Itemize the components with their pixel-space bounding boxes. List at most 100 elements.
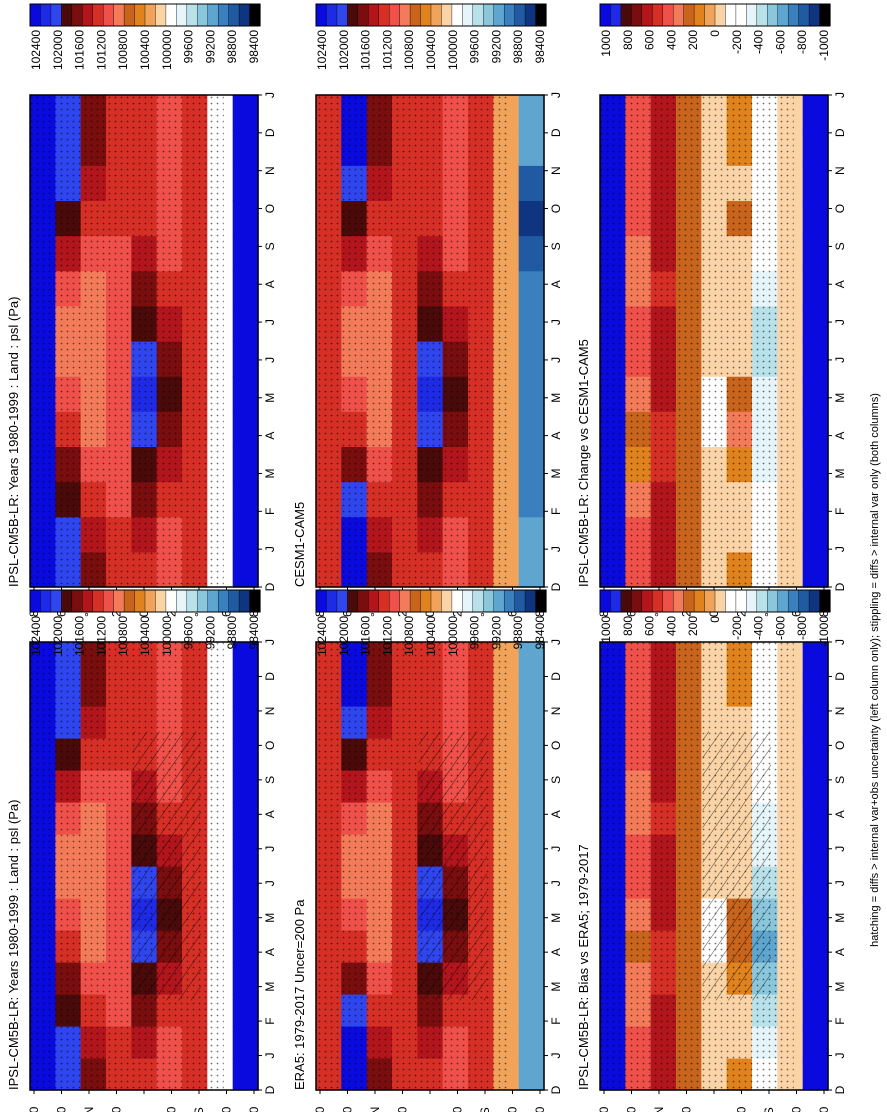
colorbar-tick-label: 101600: [73, 616, 87, 656]
colorbar-swatch: [82, 3, 94, 27]
x-tick-label: M: [833, 982, 847, 992]
x-tick-label: J: [833, 92, 847, 98]
colorbar-swatch: [420, 589, 432, 613]
colorbar-swatch: [767, 3, 779, 27]
colorbar-swatch: [315, 589, 328, 613]
y-tick-label: °S: [762, 1107, 776, 1112]
heatmap-cell: [232, 551, 259, 588]
chart-panel: IPSL-CM5B-LR: Change vs CESM1-CAM5 D J F M A M…: [576, 92, 847, 617]
colorbar-swatch: [735, 3, 747, 27]
colorbar-swatch: [430, 589, 443, 613]
chart-panel: IPSL-CM5B-LR: Bias vs ERA5; 1979-2017 D J F…: [576, 639, 847, 1112]
colorbar-tick-label: -1000: [817, 30, 831, 61]
colorbar-tick-label: 100000: [446, 30, 460, 70]
colorbar-frame: [315, 589, 547, 613]
colorbar-swatch: [472, 589, 484, 613]
colorbar-tick-label: 101600: [359, 616, 373, 656]
colorbar-swatch: [631, 589, 643, 613]
x-tick-label: S: [263, 242, 277, 250]
colorbar-tick-label: 400: [664, 30, 678, 50]
colorbar-tick-label: 102000: [51, 616, 65, 656]
colorbar-swatch: [483, 3, 495, 27]
colorbar-tick-label: 99600: [182, 30, 196, 64]
x-tick-label: D: [549, 1085, 563, 1094]
colorbar-swatch: [186, 589, 198, 613]
x-tick-label: A: [549, 432, 563, 440]
x-tick-label: J: [549, 639, 563, 645]
x-tick-label: M: [549, 913, 563, 923]
y-tick-label: 80: [533, 1106, 547, 1112]
colorbar-swatch: [693, 589, 706, 613]
heatmap-cell: [518, 376, 545, 412]
colorbar-tick-label: -400: [752, 30, 766, 54]
colorbar: 1000 800 600 400 200 0 -200 -400 -600 -800 -1000: [599, 3, 831, 61]
colorbar-swatch: [503, 589, 516, 613]
y-tick-label: 80: [817, 1106, 831, 1112]
colorbar-tick-label: 102400: [29, 30, 43, 70]
colorbar-swatch: [672, 589, 685, 613]
colorbar-swatch: [462, 3, 474, 27]
colorbar-tick-label: -600: [773, 616, 787, 640]
x-tick-label: J: [833, 319, 847, 325]
y-tick-label: °N: [652, 1107, 666, 1112]
colorbar-swatch: [92, 3, 104, 27]
colorbar-tick-label: 102000: [337, 616, 351, 656]
colorbar-swatch: [441, 589, 453, 613]
colorbar-tick-label: 1000: [599, 30, 613, 57]
colorbar-swatch: [756, 3, 768, 27]
x-tick-label: F: [549, 508, 563, 515]
y-tick-label: 60: [220, 1106, 234, 1112]
colorbar-frame: [29, 3, 261, 27]
colorbar-tick-label: 102000: [51, 30, 65, 70]
y-tick-label: 20: [165, 1106, 179, 1112]
heatmap-cell: [518, 1026, 545, 1059]
x-tick-label: D: [263, 582, 277, 591]
colorbar-tick-label: 800: [621, 616, 635, 636]
colorbar-swatch: [462, 589, 474, 613]
heatmap-cell: [232, 642, 259, 675]
heatmap-cell: [802, 642, 829, 675]
x-tick-label: M: [549, 393, 563, 403]
colorbar-swatch: [725, 3, 737, 27]
heatmap-cell: [232, 481, 259, 518]
colorbar-swatch: [683, 589, 695, 613]
colorbar-swatch: [113, 3, 125, 27]
colorbar-swatch: [704, 589, 716, 613]
colorbar-swatch: [217, 589, 230, 613]
colorbar-tick-label: 98400: [533, 616, 547, 650]
x-tick-label: O: [833, 204, 847, 213]
y-tick-label: °N: [368, 1107, 382, 1112]
colorbar-swatch: [40, 3, 52, 27]
heatmap-cell: [802, 341, 829, 377]
x-tick-label: S: [263, 776, 277, 784]
colorbar-swatch: [819, 589, 831, 613]
heatmap-cell: [232, 834, 259, 867]
colorbar-swatch: [40, 589, 52, 613]
colorbar-swatch: [493, 3, 505, 27]
x-tick-label: M: [263, 913, 277, 923]
colorbar-tick-label: -1000: [817, 616, 831, 647]
colorbar-swatch: [61, 3, 73, 27]
y-tick-label: 20: [396, 1106, 410, 1112]
x-tick-label: F: [549, 1017, 563, 1024]
heatmap-cell: [232, 446, 259, 483]
colorbar: 102400 102000 101600 101200 100800 100400 1000…: [315, 589, 547, 656]
colorbar-swatch: [378, 3, 390, 27]
x-tick-label: D: [263, 1085, 277, 1094]
hatch-overlay: [418, 731, 487, 1001]
colorbar-swatch: [662, 3, 674, 27]
colorbar-tick-label: 99600: [468, 616, 482, 650]
colorbar-swatch: [61, 589, 73, 613]
heatmap-cell: [232, 706, 259, 739]
x-tick-label: J: [549, 846, 563, 852]
heatmap-cell: [802, 994, 829, 1027]
colorbar-frame: [315, 3, 547, 27]
heatmap-cell: [518, 165, 545, 202]
colorbar-swatch: [693, 3, 706, 27]
y-tick-label: °N: [82, 1107, 96, 1112]
colorbar-tick-label: 101600: [73, 30, 87, 70]
colorbar: 102400 102000 101600 101200 100800 100400 1000…: [29, 3, 261, 70]
colorbar-swatch: [808, 589, 821, 613]
colorbar-tick-label: 100800: [402, 30, 416, 70]
colorbar-tick-label: -800: [795, 30, 809, 54]
